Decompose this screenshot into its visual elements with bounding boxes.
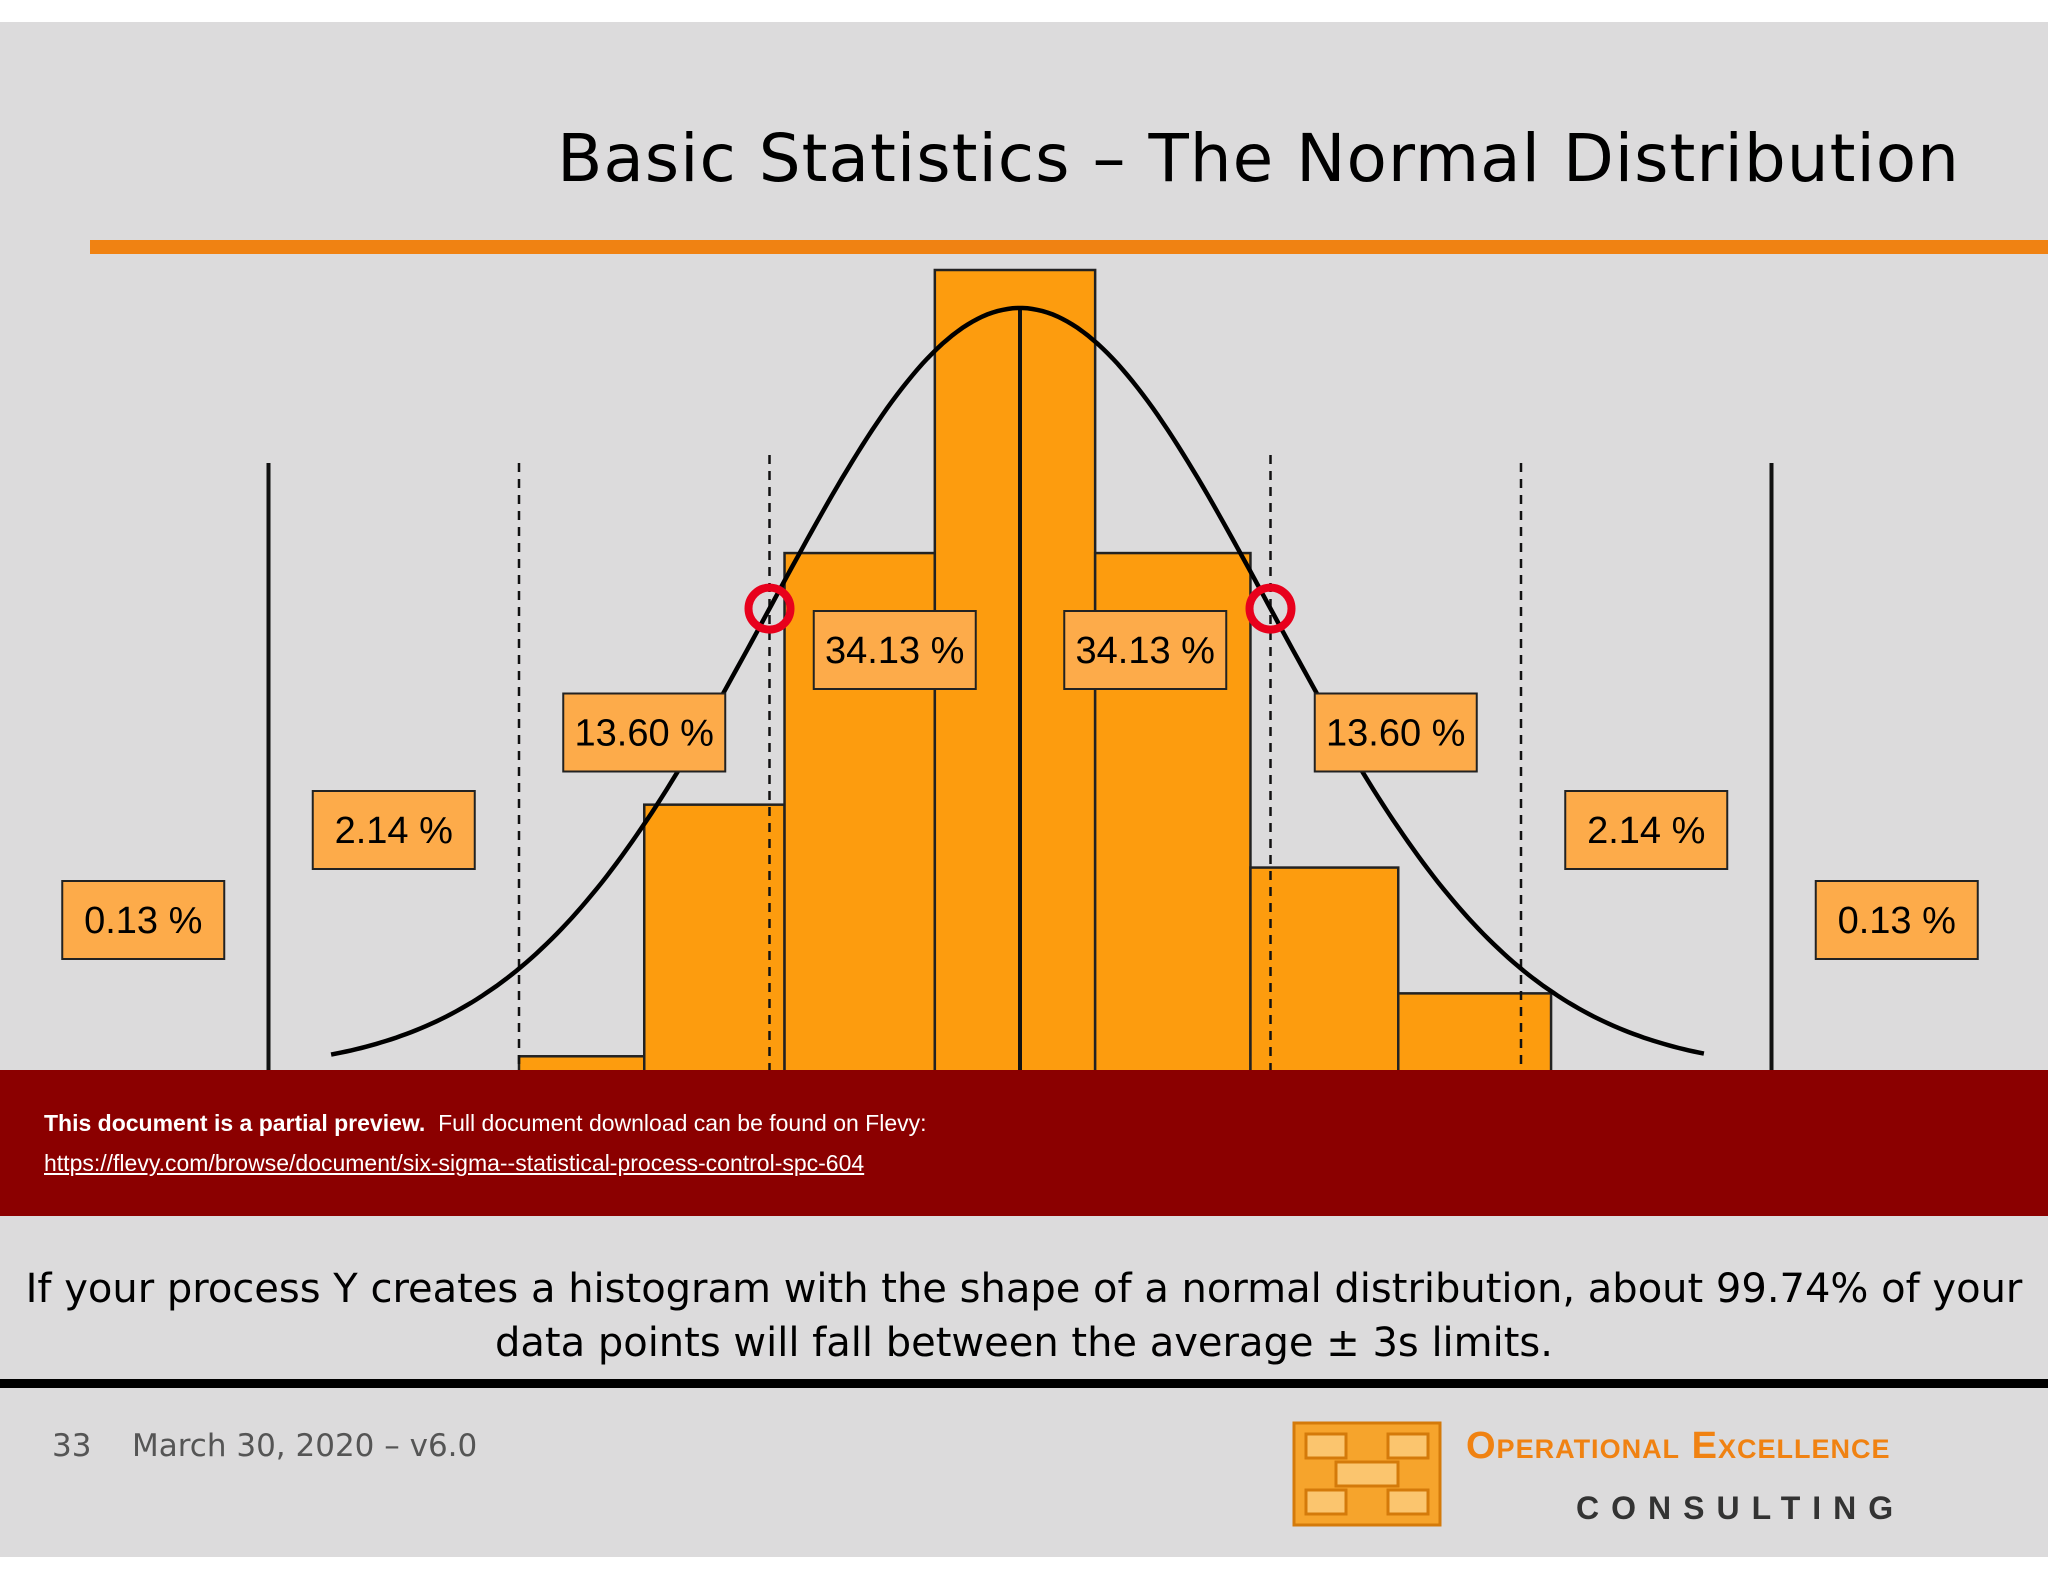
- histogram-bar: [1397, 992, 1553, 1074]
- banner-text: Full document download can be found on F…: [438, 1110, 927, 1136]
- footer-date: March 30, 2020 – v6.0: [132, 1428, 478, 1464]
- banner-bold-text: This document is a partial preview.: [44, 1110, 426, 1136]
- page-number: 33: [52, 1428, 92, 1464]
- percent-label: 0.13 %: [1838, 900, 1956, 942]
- percent-label-box: [562, 692, 727, 773]
- percent-label-box: [1063, 610, 1228, 690]
- percent-label-box: [61, 880, 226, 960]
- percent-label: 0.13 %: [84, 900, 202, 942]
- percent-label: 34.13 %: [825, 630, 964, 672]
- footer-divider: [0, 1379, 2048, 1388]
- logo-text-primary: Operational Excellence: [1466, 1425, 1891, 1467]
- percent-label: 13.60 %: [575, 713, 714, 755]
- title-underline: [90, 240, 2048, 254]
- logo-text-secondary: CONSULTING: [1576, 1490, 1906, 1526]
- percent-label: 34.13 %: [1076, 630, 1215, 672]
- histogram-bar: [1249, 866, 1400, 1074]
- banner-download-link[interactable]: https://flevy.com/browse/document/six-si…: [44, 1150, 865, 1176]
- percent-label-box: [1313, 692, 1478, 773]
- normal-curve: [330, 305, 1705, 1057]
- banner-message: This document is a partial preview. Full…: [44, 1110, 927, 1137]
- percent-label: 13.60 %: [1326, 713, 1465, 755]
- slide-caption: If your process Y creates a histogram wi…: [25, 1266, 2023, 1366]
- percent-label-box: [311, 790, 476, 870]
- percent-label: 2.14 %: [335, 810, 453, 852]
- inflection-marker: [744, 583, 795, 634]
- inflection-marker: [1245, 583, 1296, 634]
- slide-title: Basic Statistics – The Normal Distributi…: [557, 120, 1960, 197]
- preview-banner: This document is a partial preview. Full…: [0, 1070, 2048, 1216]
- percent-label: 2.14 %: [1587, 810, 1705, 852]
- histogram-bar: [643, 803, 786, 1074]
- percent-label-box: [812, 610, 977, 690]
- logo-icon: [1292, 1421, 1442, 1527]
- percent-label-box: [1814, 880, 1979, 960]
- percent-label-box: [1564, 790, 1729, 870]
